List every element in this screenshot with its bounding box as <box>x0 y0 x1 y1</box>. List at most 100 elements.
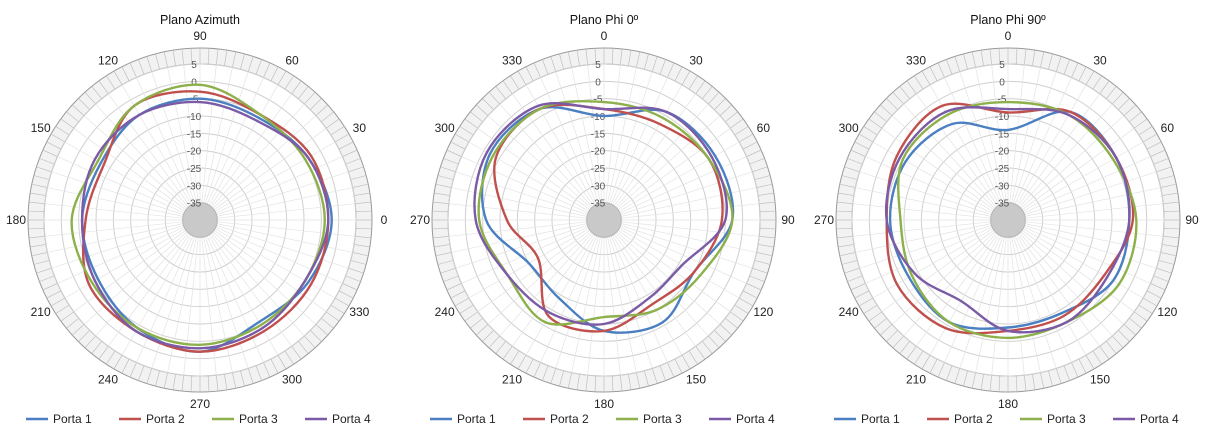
legend: Porta 1 Porta 2 Porta 3 Porta 4 <box>430 412 775 426</box>
degree-tick <box>850 283 866 291</box>
grid-spoke <box>615 103 709 208</box>
degree-tick <box>310 98 322 110</box>
grid-spoke <box>616 231 721 325</box>
grid-spoke <box>1023 156 1151 214</box>
degree-tick <box>667 62 675 78</box>
angle-label: 330 <box>502 54 522 68</box>
legend-label: Porta 4 <box>332 412 371 426</box>
degree-tick <box>1146 290 1162 299</box>
grid-spoke <box>73 128 187 211</box>
degree-tick <box>1163 236 1180 239</box>
grid-spokes <box>44 64 356 376</box>
degree-tick <box>759 210 776 213</box>
degree-tick <box>435 252 452 257</box>
angle-label: 270 <box>190 397 210 411</box>
grid-spoke <box>618 228 740 299</box>
degree-tick <box>55 304 70 314</box>
angle-label: 0 <box>1005 29 1012 43</box>
angle-label: 0 <box>381 213 388 227</box>
degree-tick <box>28 227 45 230</box>
radial-label: -5 <box>190 95 199 106</box>
degree-tick <box>146 368 153 384</box>
grid-spoke <box>203 236 233 373</box>
grid-spoke <box>1021 128 1135 211</box>
degree-tick <box>850 149 866 157</box>
degree-tick <box>1099 80 1110 94</box>
degree-tick <box>879 324 893 336</box>
degree-tick <box>334 133 350 143</box>
degree-tick <box>854 290 870 299</box>
grid-spoke <box>852 221 991 237</box>
series-lines <box>70 83 333 353</box>
grid-spoke <box>621 221 760 237</box>
grid-spoke <box>852 203 991 219</box>
grid-spoke <box>214 141 336 212</box>
angle-label: 60 <box>757 121 771 135</box>
grid-spoke <box>881 229 995 312</box>
grid-spoke <box>929 234 1000 356</box>
degree-tick <box>338 141 354 150</box>
degree-tick <box>355 236 372 239</box>
degree-tick <box>1162 192 1178 196</box>
degree-tick <box>121 66 130 82</box>
degree-tick <box>216 48 219 65</box>
degree-tick <box>33 175 50 180</box>
degree-tick <box>921 70 931 86</box>
grid-spoke <box>617 229 731 312</box>
degree-tick <box>1156 267 1172 274</box>
degree-tick <box>542 59 549 75</box>
degree-tick <box>725 111 738 123</box>
grid-spoke <box>95 232 189 337</box>
degree-tick <box>836 227 853 230</box>
degree-tick <box>31 252 48 257</box>
degree-tick <box>542 365 549 381</box>
degree-tick <box>155 53 160 70</box>
degree-tick <box>868 118 882 129</box>
degree-tick <box>1032 374 1036 390</box>
degree-tick <box>1055 368 1062 384</box>
grid-spoke <box>991 237 1007 376</box>
degree-tick <box>1063 59 1070 75</box>
degree-tick <box>738 297 754 307</box>
grid-spoke <box>1011 236 1041 373</box>
radial-label: 0 <box>191 77 197 88</box>
degree-tick <box>470 317 483 329</box>
degree-tick <box>345 275 361 282</box>
degree-tick <box>585 48 588 65</box>
degree-tick <box>567 372 572 389</box>
legend-label: Porta 4 <box>1140 412 1179 426</box>
degree-tick <box>714 330 726 342</box>
degree-tick <box>98 80 109 94</box>
legend: Porta 1 Porta 2 Porta 3 Porta 4 <box>26 412 371 426</box>
grid-spoke <box>512 233 595 347</box>
degree-tick <box>644 370 649 387</box>
grid-spoke <box>183 64 199 203</box>
degree-tick <box>1105 86 1117 99</box>
grid-spoke <box>1014 235 1072 363</box>
degree-tick <box>1105 341 1117 354</box>
grid-spoke <box>610 235 668 363</box>
degree-tick <box>129 362 137 378</box>
degree-tick <box>163 51 168 68</box>
grid-spoke <box>136 235 194 363</box>
series-line <box>884 106 1131 334</box>
grid-spoke <box>881 128 995 211</box>
radial-label: -5 <box>998 95 1007 106</box>
degree-tick <box>138 365 145 381</box>
angle-label: 30 <box>689 54 703 68</box>
legend: Porta 1 Porta 2 Porta 3 Porta 4 <box>834 412 1179 426</box>
grid-spoke <box>1020 231 1125 325</box>
degree-tick <box>78 330 90 342</box>
radial-label: -20 <box>187 147 202 158</box>
degree-tick <box>695 80 706 94</box>
degree-tick <box>348 166 364 173</box>
grid-spoke <box>213 229 327 312</box>
grid-spoke <box>587 237 603 376</box>
grid-spoke <box>865 156 993 214</box>
degree-tick <box>106 350 116 365</box>
angle-label: 120 <box>98 54 118 68</box>
degree-tick <box>216 375 219 392</box>
degree-tick <box>1163 210 1180 213</box>
angle-label: 90 <box>1185 213 1199 227</box>
grid-spoke <box>1024 225 1157 269</box>
